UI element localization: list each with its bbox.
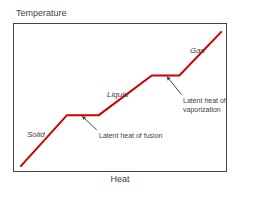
svg-text:Gas: Gas — [190, 46, 205, 55]
svg-text:Temperature: Temperature — [16, 8, 67, 18]
svg-text:Solid: Solid — [27, 130, 45, 139]
svg-text:Heat: Heat — [110, 174, 130, 184]
svg-text:Latent heat of fusion: Latent heat of fusion — [99, 132, 163, 139]
svg-text:Latent heat ofvaporization: Latent heat ofvaporization — [183, 97, 226, 114]
svg-text:Liquid: Liquid — [107, 90, 129, 99]
